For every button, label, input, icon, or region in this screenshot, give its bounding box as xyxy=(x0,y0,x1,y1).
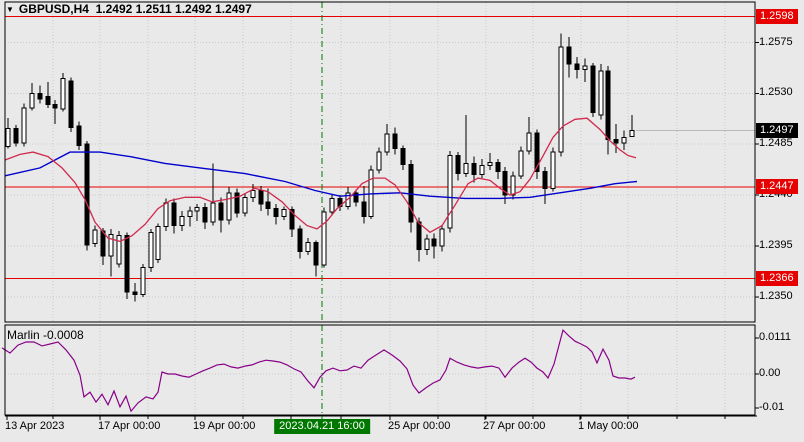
candle-body-bear xyxy=(68,80,74,128)
candle-body-bear xyxy=(37,92,43,100)
candle-body-bear xyxy=(613,139,619,144)
candle-body-bull xyxy=(510,175,516,196)
candle-body-bull xyxy=(21,107,27,144)
candle-body-bear xyxy=(416,221,422,250)
candle-body-bear xyxy=(431,238,437,247)
candle-body-bear xyxy=(534,132,540,172)
candle-body-bull xyxy=(598,70,604,116)
candle-body-bull xyxy=(29,92,35,109)
candle-body-bull xyxy=(140,266,146,295)
candle-body-bull xyxy=(60,78,66,110)
candle-body-bull xyxy=(447,155,453,229)
candle-body-bull xyxy=(518,150,524,177)
candle-body-bull xyxy=(550,151,556,189)
candle-body-bear xyxy=(52,104,58,109)
candle-body-bull xyxy=(155,226,161,260)
candle-body-bear xyxy=(289,209,295,230)
indicator-panel-border xyxy=(4,324,756,416)
candle-body-bull xyxy=(558,46,564,153)
candle-body-bull xyxy=(179,216,185,227)
candle-body-bear xyxy=(265,201,271,210)
candle-body-bull xyxy=(116,235,122,265)
main-panel-border xyxy=(4,1,756,323)
candle-body-bear xyxy=(392,133,398,150)
candle-body-bull xyxy=(242,196,248,214)
candle-body-bull xyxy=(187,210,193,218)
candle-body-bear xyxy=(258,190,264,205)
marlin-line xyxy=(1,328,636,413)
candle-body-bear xyxy=(502,170,508,196)
candle-body-bull xyxy=(148,231,154,268)
candle-body-bear xyxy=(455,155,461,175)
candle-body-bull xyxy=(321,211,327,266)
moving-average-blue xyxy=(4,151,638,200)
candle-body-bear xyxy=(84,143,90,246)
candle-body-bull xyxy=(424,238,430,250)
candle-body-bull xyxy=(329,197,335,213)
candle-body-bull xyxy=(582,65,588,71)
candle-body-bear xyxy=(45,96,51,106)
candle-body-bear xyxy=(353,192,359,203)
candle-body-bear xyxy=(566,46,572,65)
candle-body-bull xyxy=(194,206,200,212)
candle-body-bull xyxy=(384,133,390,153)
candle-body-bear xyxy=(605,70,611,141)
candle-body-bear xyxy=(495,161,501,172)
candle-body-bull xyxy=(487,161,493,167)
candle-body-bull xyxy=(108,234,114,257)
candle-body-bear xyxy=(273,208,279,218)
candle-body-bear xyxy=(361,201,367,218)
candle-body-bear xyxy=(100,230,106,257)
candle-body-bear xyxy=(171,202,177,227)
candle-body-bear xyxy=(218,202,224,221)
candle-body-bear xyxy=(297,228,303,253)
candle-body-bear xyxy=(313,242,319,266)
candle-body-bear xyxy=(400,148,406,166)
candle-body-bear xyxy=(202,206,208,223)
candle-body-bull xyxy=(210,202,216,223)
candle-body-bull xyxy=(376,151,382,171)
candle-body-bull xyxy=(250,190,256,198)
candle-body-bull xyxy=(479,165,485,176)
candle-body-bear xyxy=(76,125,82,146)
candle-body-bull xyxy=(463,162,469,175)
candle-body-bull xyxy=(163,202,169,228)
candle-body-bull xyxy=(226,192,232,221)
candle-body-bull xyxy=(92,229,98,245)
candle-body-bear xyxy=(590,65,596,114)
candle-body-bear xyxy=(542,170,548,189)
candle-body-bull xyxy=(621,136,627,144)
candle-body-bear xyxy=(574,63,580,71)
candle-body-bear xyxy=(132,291,138,295)
candle-body-bear xyxy=(124,235,130,293)
candle-body-bull xyxy=(439,228,445,247)
candle-body-bull xyxy=(305,242,311,253)
candle-body-bull xyxy=(629,130,635,137)
candle-body-bull xyxy=(5,127,11,147)
candle-body-bull xyxy=(526,132,532,152)
candle-body-bear xyxy=(234,192,240,214)
moving-average-red xyxy=(4,117,637,243)
candle-body-bear xyxy=(13,127,19,144)
candle-body-bull xyxy=(281,209,287,218)
candle-body-bear xyxy=(471,162,477,176)
